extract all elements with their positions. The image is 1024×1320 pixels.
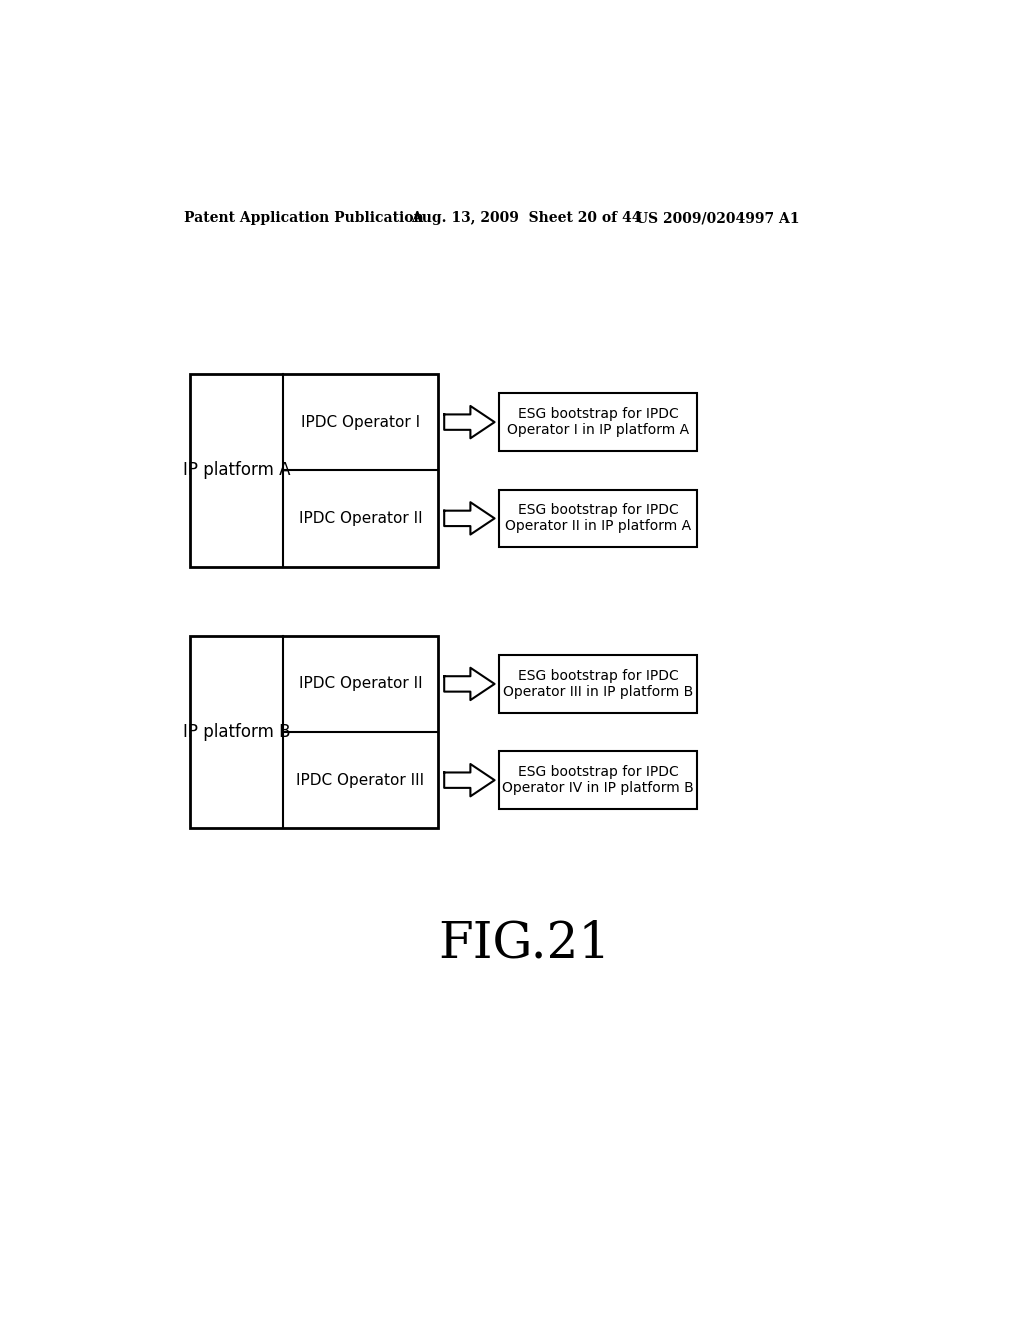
Text: IPDC Operator I: IPDC Operator I: [301, 414, 420, 429]
Polygon shape: [444, 407, 495, 438]
Text: ESG bootstrap for IPDC
Operator III in IP platform B: ESG bootstrap for IPDC Operator III in I…: [503, 669, 693, 700]
Text: Patent Application Publication: Patent Application Publication: [183, 211, 424, 226]
Text: ESG bootstrap for IPDC
Operator IV in IP platform B: ESG bootstrap for IPDC Operator IV in IP…: [502, 766, 694, 795]
Text: ESG bootstrap for IPDC
Operator II in IP platform A: ESG bootstrap for IPDC Operator II in IP…: [505, 503, 691, 533]
Bar: [500, 393, 697, 451]
Polygon shape: [444, 764, 495, 796]
Bar: [190, 374, 438, 566]
Polygon shape: [444, 668, 495, 700]
Text: IP platform A: IP platform A: [182, 461, 290, 479]
Text: US 2009/0204997 A1: US 2009/0204997 A1: [636, 211, 799, 226]
Text: ESG bootstrap for IPDC
Operator I in IP platform A: ESG bootstrap for IPDC Operator I in IP …: [507, 407, 689, 437]
Polygon shape: [444, 502, 495, 535]
Text: Aug. 13, 2009  Sheet 20 of 44: Aug. 13, 2009 Sheet 20 of 44: [411, 211, 641, 226]
Bar: [500, 490, 697, 548]
Bar: [500, 655, 697, 713]
Text: IPDC Operator III: IPDC Operator III: [296, 772, 425, 788]
Text: IPDC Operator II: IPDC Operator II: [299, 511, 422, 525]
Bar: [500, 751, 697, 809]
Text: FIG.21: FIG.21: [438, 919, 611, 969]
Bar: [190, 636, 438, 829]
Text: IPDC Operator II: IPDC Operator II: [299, 676, 422, 692]
Text: IP platform B: IP platform B: [182, 723, 290, 741]
